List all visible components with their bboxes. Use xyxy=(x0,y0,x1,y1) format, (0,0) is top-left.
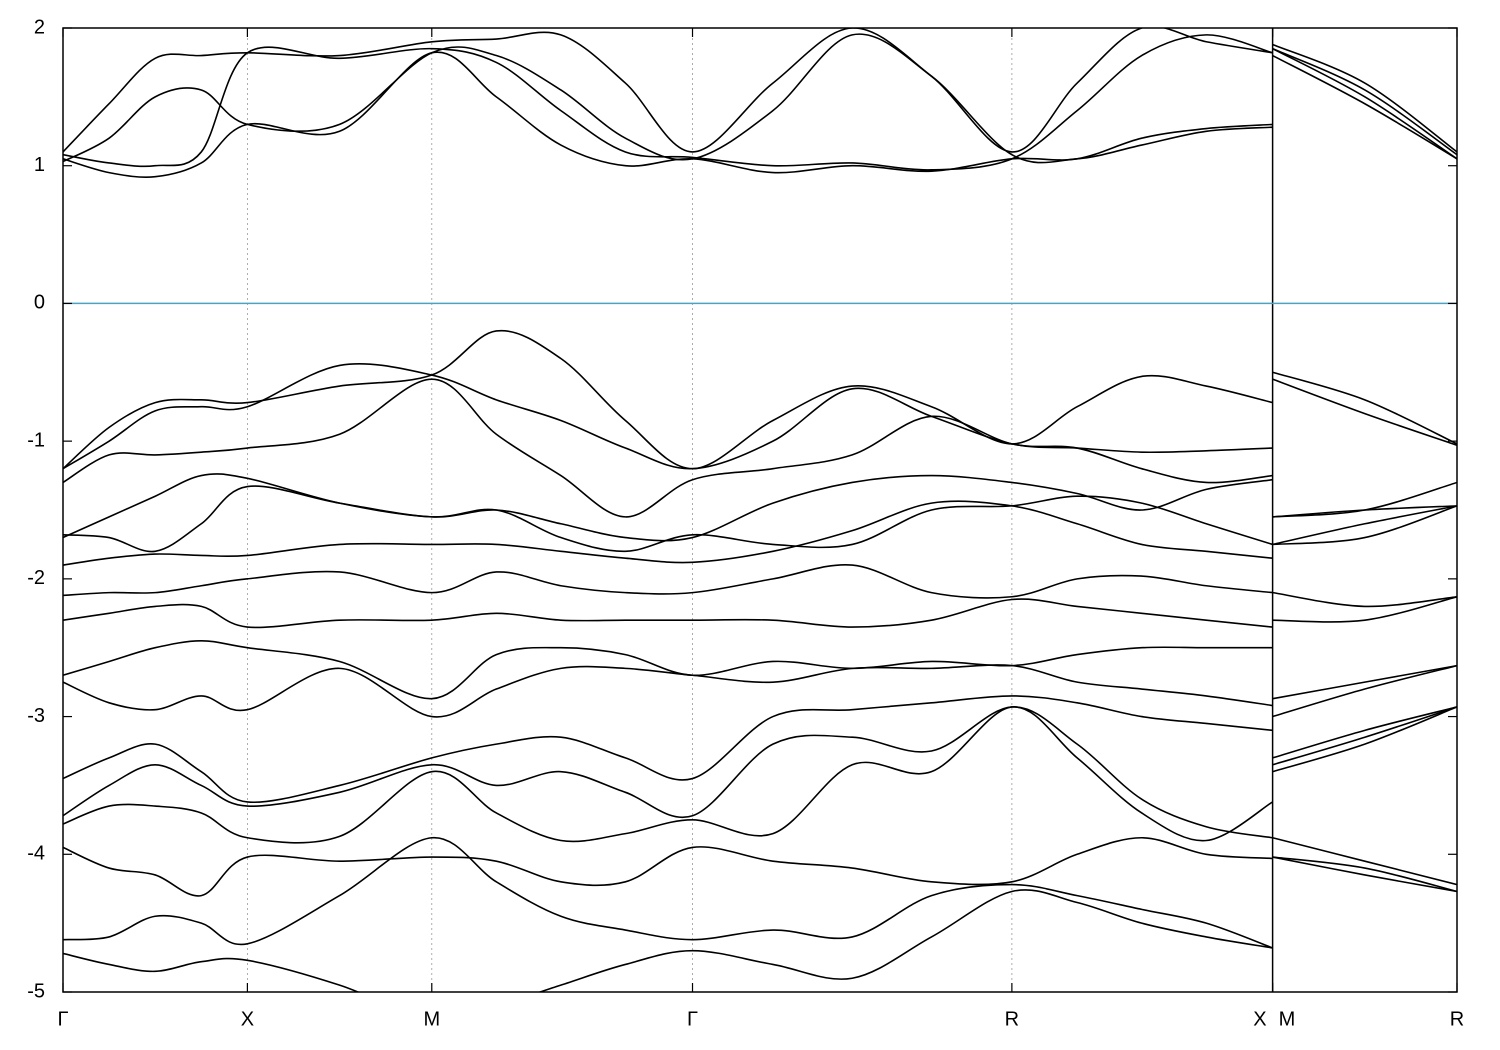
band-line xyxy=(63,706,1457,839)
x-tick-label: M xyxy=(1279,1008,1296,1030)
band-line xyxy=(63,34,1457,171)
grid xyxy=(63,28,1457,992)
band-line xyxy=(63,595,1457,629)
band-line xyxy=(63,563,1457,608)
band-line xyxy=(63,664,1457,718)
y-tick-label: 2 xyxy=(34,16,45,38)
x-tick-label: Γ xyxy=(687,1008,698,1030)
band-line xyxy=(63,856,1457,992)
band-line xyxy=(63,473,1457,542)
band-line xyxy=(63,695,1457,804)
y-tick-label: -3 xyxy=(27,705,45,727)
y-tick-label: -4 xyxy=(27,843,45,865)
band-line xyxy=(63,363,1457,470)
band-line xyxy=(63,640,1457,700)
x-tick-label: R xyxy=(1005,1008,1019,1030)
y-tick-label: -2 xyxy=(27,567,45,589)
plot-frame xyxy=(62,27,1458,993)
x-tick-label: X xyxy=(1253,1008,1266,1030)
y-tick-label: -5 xyxy=(27,980,45,1002)
band-line xyxy=(63,836,1457,949)
x-tick-label: Γ xyxy=(57,1008,68,1030)
y-tick-label: 1 xyxy=(34,154,45,176)
x-tick-label: X xyxy=(241,1008,254,1030)
y-tick-label: 0 xyxy=(34,292,45,314)
band-line xyxy=(63,47,1457,178)
band-line xyxy=(63,329,1457,470)
x-tick-label: M xyxy=(423,1008,440,1030)
band-line xyxy=(63,836,1457,897)
band-line xyxy=(63,28,1457,153)
band-line xyxy=(63,485,1457,553)
y-tick-label: -1 xyxy=(27,429,45,451)
x-tick-label: R xyxy=(1450,1008,1464,1030)
bands xyxy=(63,28,1457,992)
band-line xyxy=(63,706,1457,844)
band-line xyxy=(63,33,1457,164)
band-line xyxy=(63,500,1457,566)
